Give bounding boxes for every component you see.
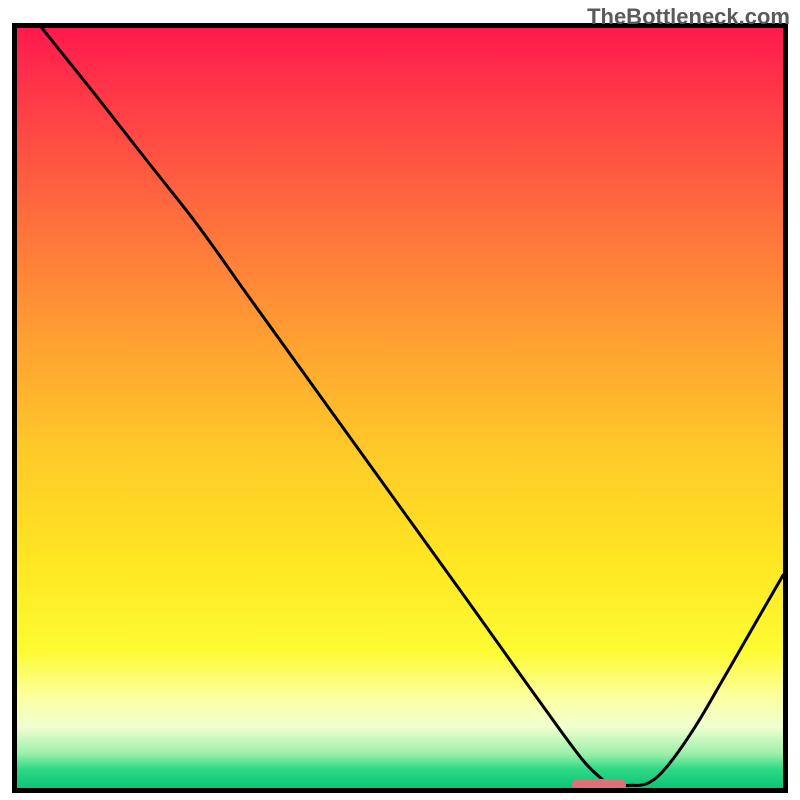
chart-frame-bottom: [12, 788, 788, 793]
bottleneck-curve: [17, 28, 783, 788]
chart-frame-left: [12, 23, 17, 793]
chart-frame-right: [783, 23, 788, 793]
watermark-text: TheBottleneck.com: [587, 4, 790, 30]
minimum-marker: [572, 779, 626, 788]
plot-area: [17, 28, 783, 788]
